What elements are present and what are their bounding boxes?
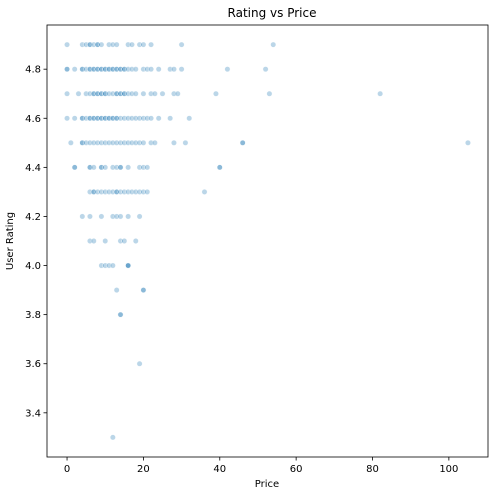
data-point [140,287,147,293]
data-point [224,66,231,73]
data-point [178,41,185,48]
x-tick-label: 60 [290,464,303,475]
data-point [117,213,124,220]
y-tick-label: 4.4 [25,163,41,174]
data-point [109,434,116,441]
data-point [109,262,116,269]
data-point [102,164,109,171]
data-point [98,41,105,48]
data-point [67,139,74,146]
data-point [129,41,135,48]
data-point [64,66,70,73]
data-point [64,41,70,48]
data-point [125,213,132,220]
y-axis-label: User Rating [5,212,16,270]
data-point [171,66,177,73]
data-point [71,66,78,73]
data-point [121,238,128,244]
data-point [148,41,154,48]
data-point [144,164,151,171]
data-point [64,115,70,122]
x-tick-label: 40 [213,464,226,475]
data-point [213,90,219,97]
data-point [132,66,139,73]
data-point [377,90,384,97]
x-axis: 0 20 40 60 80 100 [64,457,458,475]
data-point [167,115,174,122]
data-point [98,213,105,220]
data-point [201,189,208,195]
data-point [270,41,277,48]
data-point [90,238,97,244]
data-point [148,66,154,73]
data-point [136,213,143,220]
data-point [151,139,158,146]
data-point [71,115,78,122]
x-axis-label: Price [255,479,279,490]
data-point [262,66,269,73]
data-point [159,90,166,97]
x-tick-label: 0 [64,464,70,475]
data-point [75,90,82,97]
data-point [140,90,147,97]
data-point [178,66,185,73]
data-point [125,262,132,269]
data-point [140,41,147,48]
data-point [171,139,177,146]
data-point [140,139,147,146]
data-point [174,90,181,97]
data-point [71,164,78,171]
data-point [79,213,86,220]
data-point [151,90,158,97]
data-point [182,139,189,146]
data-point [113,287,120,293]
chart-title: Rating vs Price [228,6,317,20]
y-tick-label: 4.8 [25,65,41,76]
data-point [148,115,154,122]
data-point [136,360,143,367]
data-point [87,213,93,220]
data-point [144,189,151,195]
y-tick-label: 3.6 [25,359,41,370]
y-axis: 3.4 3.6 3.8 4.0 4.2 4.4 4.6 4.8 [25,65,47,419]
data-point [132,90,139,97]
data-point [132,238,139,244]
data-point [113,41,120,48]
data-point [186,115,193,122]
data-point [266,90,273,97]
data-point [239,139,246,146]
x-tick-label: 20 [137,464,150,475]
data-point [102,238,109,244]
x-tick-label: 100 [439,464,458,475]
data-point [117,164,124,171]
data-points [64,41,471,441]
data-point [155,115,162,122]
data-point [125,164,132,171]
y-tick-label: 3.4 [25,408,41,419]
y-tick-label: 3.8 [25,310,41,321]
x-tick-label: 80 [366,464,379,475]
data-point [90,164,97,171]
data-point [216,164,223,171]
plot-frame [46,24,489,458]
data-point [117,311,124,318]
y-tick-label: 4.6 [25,114,41,125]
y-tick-label: 4.0 [25,261,41,272]
data-point [155,66,162,73]
data-point [465,139,471,146]
data-point [64,90,70,97]
y-tick-label: 4.2 [25,212,41,223]
